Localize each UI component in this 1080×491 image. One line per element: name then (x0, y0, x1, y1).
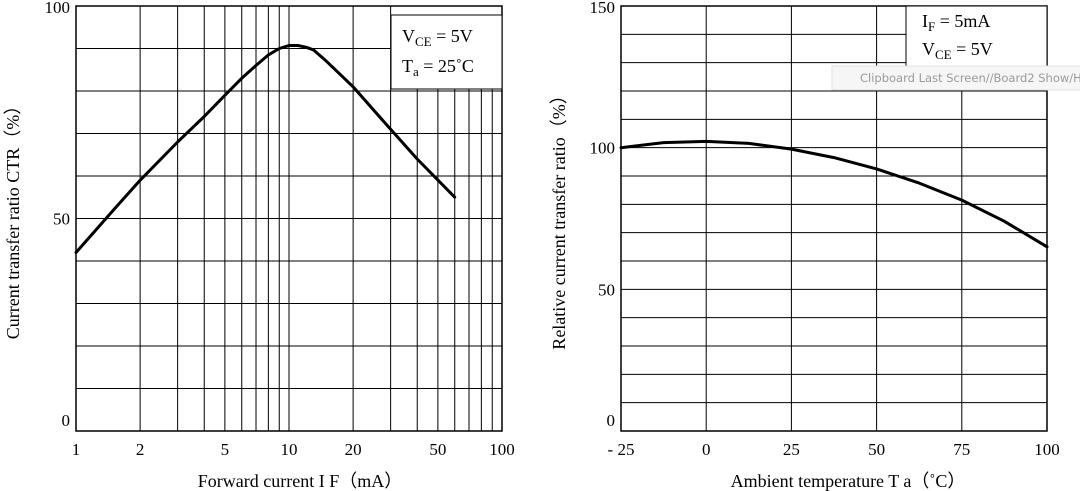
left-plot-frame (75, 5, 503, 432)
left-condition-line1: VCE = 5V (402, 26, 473, 49)
right-condition-line1: IF = 5mA (922, 11, 990, 34)
left-y-axis-label: Current transfer ratio CTR（%） (3, 97, 23, 339)
left-condition-box (390, 14, 503, 90)
right-plot-frame (620, 5, 1048, 432)
left-x-tick-label: 50 (429, 440, 446, 459)
svg-text:Clipboard Last Screen//Board2: Clipboard Last Screen//Board2 Show/H (860, 71, 1080, 85)
relative-ctr-vs-temperature-chart: - 25 0 25 50 75 100 150 100 50 0 IF = 5mA VCE = … (549, 0, 1080, 491)
right-relative-ctr-curve (619, 139, 1049, 249)
right-y-tick-labels: 150 100 50 0 (590, 0, 616, 430)
left-ctr-curve (74, 44, 457, 254)
left-y-tick-label: 100 (45, 0, 71, 17)
right-y-tick-label: 0 (607, 411, 616, 430)
right-condition-line2: VCE = 5V (922, 39, 993, 62)
right-x-tick-label: 0 (702, 440, 711, 459)
right-y-tick-label: 50 (598, 280, 615, 299)
right-x-tick-labels: - 25 0 25 50 75 100 (608, 440, 1060, 459)
left-x-axis-label: Forward current I F（mA） (198, 471, 402, 491)
left-x-tick-label: 2 (136, 440, 145, 459)
clipboard-tooltip: Clipboard Last Screen//Board2 Show/H (831, 65, 1080, 91)
left-x-tick-label: 10 (281, 440, 298, 459)
right-x-tick-label: - 25 (608, 440, 635, 459)
left-x-tick-label: 100 (489, 440, 515, 459)
right-y-tick-label: 100 (590, 139, 616, 158)
right-x-tick-label: 100 (1034, 440, 1060, 459)
ctr-vs-forward-current-chart: 1 2 5 10 20 50 100 100 50 0 VCE = 5V Ta = 25˚C F… (3, 0, 515, 491)
left-grid (76, 6, 502, 431)
right-x-axis-label: Ambient temperature T a（˚C） (731, 471, 966, 491)
right-condition-box (905, 5, 1048, 69)
right-y-tick-label: 150 (590, 0, 616, 17)
right-grid (621, 6, 1047, 431)
left-y-tick-label: 50 (53, 210, 70, 229)
left-x-tick-label: 20 (345, 440, 362, 459)
left-y-tick-label: 0 (62, 411, 71, 430)
left-y-tick-labels: 100 50 0 (45, 0, 71, 430)
right-x-tick-label: 75 (953, 440, 970, 459)
right-x-tick-label: 25 (783, 440, 800, 459)
left-x-tick-label: 5 (221, 440, 230, 459)
right-x-tick-label: 50 (868, 440, 885, 459)
left-x-tick-label: 1 (72, 440, 81, 459)
left-condition-line2: Ta = 25˚C (402, 56, 474, 79)
left-x-tick-labels: 1 2 5 10 20 50 100 (72, 440, 515, 459)
right-y-axis-label: Relative current transfer ratio（%） (549, 86, 569, 349)
